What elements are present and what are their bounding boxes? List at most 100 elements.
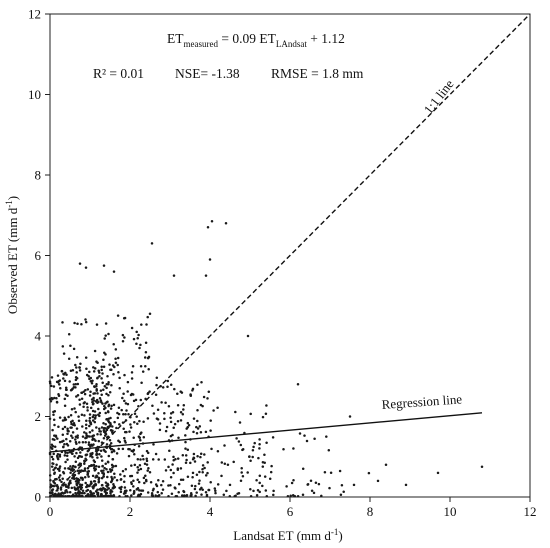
data-point	[63, 416, 67, 420]
data-point	[110, 384, 113, 387]
data-point	[132, 485, 135, 488]
data-point	[100, 377, 103, 380]
data-point	[100, 493, 103, 497]
data-point	[48, 381, 52, 385]
data-point	[104, 462, 107, 466]
data-point	[100, 459, 104, 462]
data-point	[126, 402, 130, 406]
data-point	[91, 451, 94, 455]
data-point	[65, 489, 68, 492]
data-point	[226, 463, 230, 467]
data-point	[155, 383, 158, 387]
data-point	[78, 398, 81, 402]
data-point	[147, 355, 151, 359]
data-point	[52, 468, 55, 472]
data-point	[114, 348, 118, 351]
data-point	[58, 383, 61, 386]
data-point	[96, 488, 99, 492]
data-point	[105, 417, 109, 421]
data-point	[145, 463, 149, 466]
data-point	[100, 455, 103, 458]
data-point	[76, 477, 80, 481]
data-point	[50, 485, 53, 488]
data-point	[104, 450, 107, 453]
data-point	[100, 368, 103, 372]
data-point	[154, 393, 158, 396]
data-point	[145, 323, 148, 326]
data-point	[201, 468, 204, 471]
data-point	[116, 314, 120, 317]
data-point	[124, 468, 128, 471]
data-point	[111, 457, 114, 461]
data-point	[74, 410, 77, 414]
data-point	[171, 410, 175, 414]
data-point	[91, 403, 95, 406]
data-point	[72, 383, 76, 386]
data-point	[130, 464, 133, 467]
data-point	[184, 440, 187, 444]
data-point	[206, 461, 209, 464]
data-point	[144, 341, 148, 345]
data-point	[109, 491, 112, 495]
data-point	[57, 492, 60, 495]
data-point	[329, 471, 333, 474]
data-point	[107, 381, 110, 384]
data-point	[142, 420, 145, 423]
data-point	[61, 477, 64, 480]
data-point	[90, 381, 94, 385]
data-point	[95, 323, 99, 326]
data-point	[352, 483, 356, 487]
data-point	[166, 385, 169, 389]
data-point	[119, 478, 123, 481]
data-point	[101, 381, 104, 384]
data-point	[167, 465, 170, 469]
data-point	[232, 460, 235, 464]
data-point	[121, 447, 125, 451]
data-point	[167, 405, 171, 408]
data-point	[53, 423, 56, 427]
data-point	[96, 433, 99, 436]
data-point	[114, 357, 117, 361]
data-point	[96, 376, 99, 380]
data-point	[197, 482, 201, 485]
data-point	[70, 422, 73, 426]
data-point	[89, 421, 92, 425]
data-point	[70, 486, 74, 490]
data-point	[185, 458, 188, 462]
data-point	[129, 415, 132, 419]
equation-annotation: ETmeasured = 0.09 ETLAndsat + 1.12	[167, 31, 345, 49]
data-point	[104, 481, 108, 484]
data-point	[181, 478, 185, 481]
data-point	[62, 472, 66, 475]
data-point	[122, 413, 125, 416]
data-point	[249, 494, 253, 498]
data-point	[172, 471, 175, 475]
data-point	[99, 389, 103, 392]
data-point	[196, 419, 199, 423]
data-point	[139, 439, 142, 442]
data-point	[111, 431, 114, 434]
data-point	[55, 463, 58, 466]
data-point	[103, 351, 106, 355]
data-point	[189, 461, 192, 465]
data-point	[106, 475, 109, 479]
data-point	[220, 461, 224, 464]
data-point	[130, 449, 133, 453]
data-point	[246, 334, 250, 338]
data-point	[235, 437, 238, 440]
data-point	[301, 493, 305, 497]
data-point	[105, 467, 108, 471]
data-point	[327, 449, 331, 452]
data-point	[328, 486, 331, 490]
data-point	[161, 488, 165, 491]
data-point	[145, 479, 148, 483]
data-point	[74, 460, 78, 464]
data-point	[159, 385, 162, 388]
data-point	[128, 430, 131, 433]
data-point	[92, 443, 95, 446]
data-point	[63, 418, 66, 422]
data-point	[56, 437, 59, 440]
data-point	[139, 343, 142, 347]
data-point	[127, 413, 130, 416]
data-point	[141, 454, 144, 458]
